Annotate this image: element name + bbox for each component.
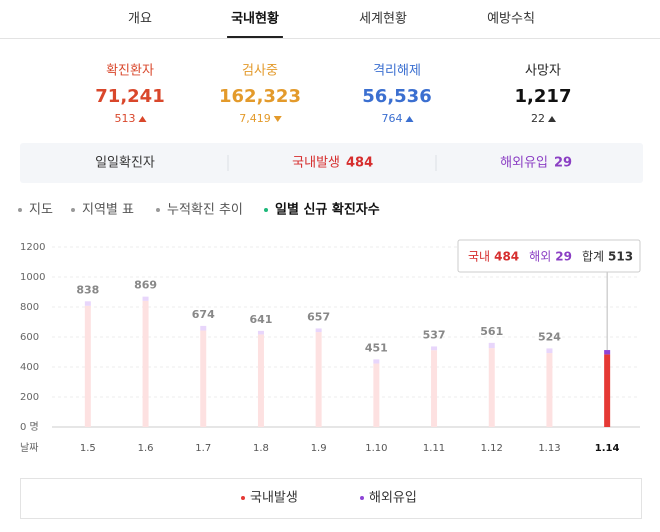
x-tick-label: 1.9 xyxy=(311,443,327,454)
bar-segment xyxy=(200,325,207,331)
bar-segment xyxy=(84,305,91,427)
x-tick-label: 1.11 xyxy=(423,443,445,454)
stat-value: 71,241 xyxy=(95,86,164,107)
bar-segment xyxy=(431,350,438,427)
summary-label: 해외유입 xyxy=(500,156,548,171)
x-axis-label: 날짜 xyxy=(20,442,38,454)
x-tick-label: 1.5 xyxy=(80,443,96,454)
x-tick-label: 1.7 xyxy=(195,443,211,454)
tooltip-text: 해외 xyxy=(529,250,551,264)
bar-segment xyxy=(315,328,322,333)
stat-change: 22 xyxy=(531,112,545,125)
x-tick-label: 1.8 xyxy=(253,443,269,454)
x-tick-label: 1.6 xyxy=(138,443,154,454)
legend-box xyxy=(20,478,642,519)
data-label: 451 xyxy=(365,341,388,354)
subtab[interactable]: 누적확진 추이 xyxy=(167,203,243,218)
summary-box xyxy=(20,143,643,183)
bar-segment xyxy=(431,346,438,351)
tooltip-text: 513 xyxy=(608,250,633,264)
x-tick-label: 1.13 xyxy=(538,443,560,454)
stat-value: 162,323 xyxy=(219,86,301,107)
stat-change: 764 xyxy=(382,112,403,125)
subtab-dot xyxy=(18,208,22,212)
bar-segment xyxy=(546,353,553,427)
bar-segment xyxy=(373,359,380,364)
x-tick-label: 1.12 xyxy=(481,443,503,454)
tab[interactable]: 국내현황 xyxy=(231,11,279,27)
stat-label: 확진환자 xyxy=(106,64,154,79)
bar-segment xyxy=(604,354,611,427)
bar-segment xyxy=(315,332,322,427)
y-tick-label: 1200 xyxy=(20,242,45,253)
subtab-dot xyxy=(71,208,75,212)
data-label: 561 xyxy=(480,325,503,338)
stat-change: 513 xyxy=(115,112,136,125)
stat-value: 56,536 xyxy=(362,86,431,107)
stat-arrow xyxy=(548,116,556,122)
legend-dot xyxy=(241,496,245,500)
tab-underline xyxy=(227,36,283,38)
y-tick-label: 800 xyxy=(20,302,39,313)
stat-change: 7,419 xyxy=(239,112,271,125)
bar-segment xyxy=(142,296,149,301)
y-tick-label: 200 xyxy=(20,392,39,403)
subtab[interactable]: 지도 xyxy=(29,203,53,218)
data-label: 674 xyxy=(192,308,215,321)
bar-segment xyxy=(488,348,495,427)
bar-segment xyxy=(604,350,611,355)
tooltip-text: 484 xyxy=(494,250,519,264)
summary-label: 국내발생 xyxy=(292,156,340,171)
tab[interactable]: 세계현황 xyxy=(359,12,407,27)
x-tick-label: 1.14 xyxy=(595,443,620,454)
y-tick-label: 0 명 xyxy=(20,421,39,433)
stat-arrow xyxy=(138,116,147,122)
data-label: 524 xyxy=(538,330,561,343)
bar-segment xyxy=(257,330,264,335)
tooltip-box xyxy=(457,239,641,273)
legend-label: 국내발생 xyxy=(250,491,298,506)
data-label: 641 xyxy=(249,313,272,326)
tab[interactable]: 개요 xyxy=(128,12,152,27)
stat-arrow xyxy=(273,116,282,122)
legend-label: 해외유입 xyxy=(369,491,417,506)
summary-title: 일일확진자 xyxy=(95,156,155,171)
y-tick-label: 600 xyxy=(20,332,39,343)
summary-value: 29 xyxy=(554,156,572,171)
subtab-dot xyxy=(264,208,268,212)
bar-segment xyxy=(200,330,207,427)
summary-value: 484 xyxy=(346,156,373,171)
data-label: 657 xyxy=(307,310,330,323)
data-label: 838 xyxy=(76,283,99,296)
subtab[interactable]: 지역별 표 xyxy=(82,203,134,218)
tab[interactable]: 예방수칙 xyxy=(487,12,535,27)
stat-label: 사망자 xyxy=(525,64,561,79)
bar-segment xyxy=(257,334,264,427)
y-tick-label: 1000 xyxy=(20,272,45,283)
data-label: 869 xyxy=(134,279,157,292)
tooltip-text: 29 xyxy=(555,250,572,264)
bar-segment xyxy=(546,348,553,354)
bar-segment xyxy=(373,363,380,427)
bar-segment xyxy=(488,342,495,349)
bar-segment xyxy=(84,301,91,306)
y-tick-label: 400 xyxy=(20,362,39,373)
data-label: 537 xyxy=(423,328,446,341)
subtab[interactable]: 일별 신규 확진자수 xyxy=(275,202,380,218)
bar-segment xyxy=(142,300,149,427)
stat-label: 격리해제 xyxy=(373,64,421,79)
subtab-dot xyxy=(156,208,160,212)
tooltip-text: 국내 xyxy=(468,250,490,264)
stat-label: 검사중 xyxy=(242,64,278,79)
x-tick-label: 1.10 xyxy=(365,443,387,454)
stat-value: 1,217 xyxy=(515,86,572,107)
tooltip-text: 합계 xyxy=(582,250,604,264)
legend-dot xyxy=(360,496,364,500)
stat-arrow xyxy=(405,116,414,122)
